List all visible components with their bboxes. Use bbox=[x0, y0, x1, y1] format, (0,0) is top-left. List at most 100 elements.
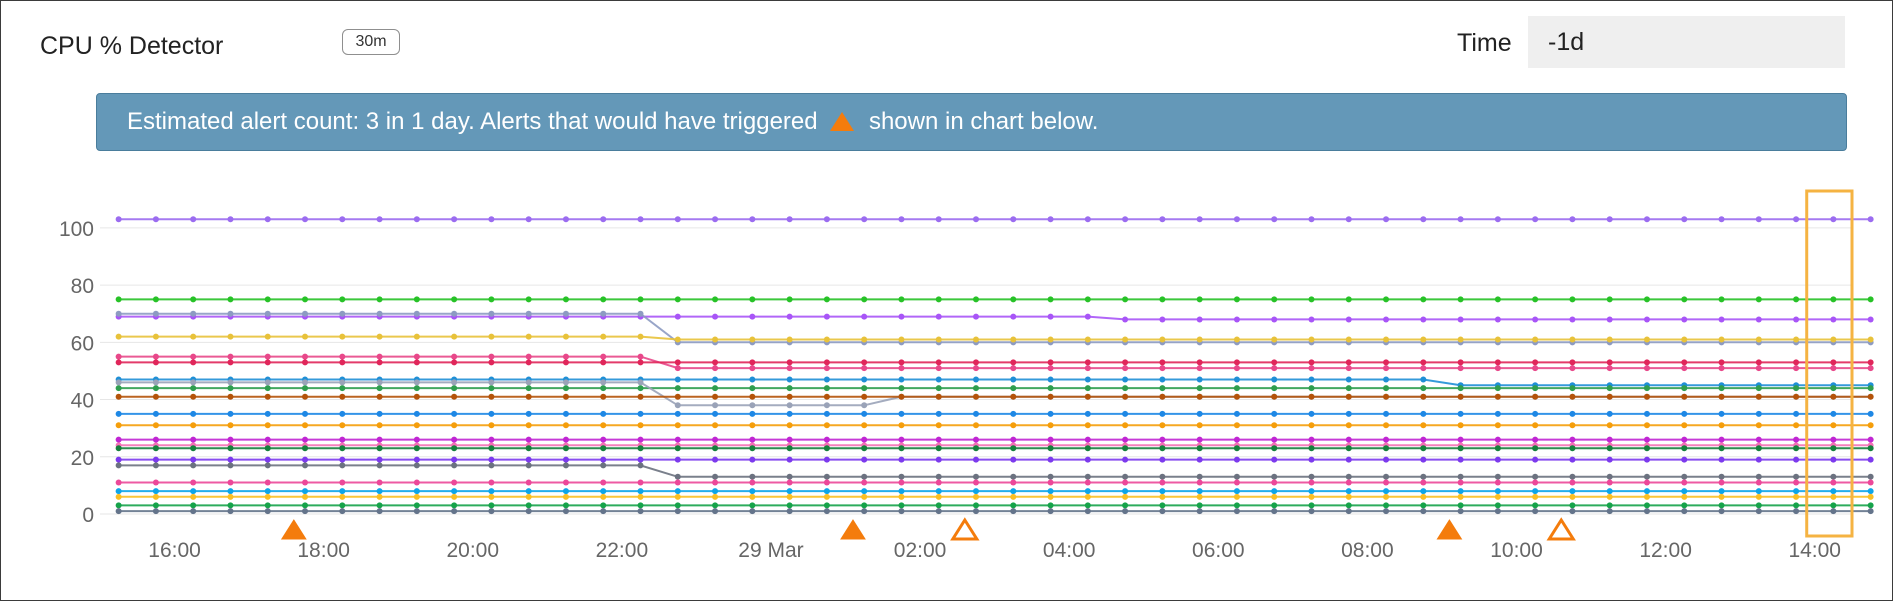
data-point bbox=[1010, 456, 1017, 463]
data-point bbox=[712, 479, 719, 486]
data-point bbox=[1420, 410, 1427, 417]
data-point bbox=[302, 445, 309, 452]
data-point bbox=[1532, 456, 1539, 463]
data-point bbox=[712, 359, 719, 366]
data-point bbox=[190, 479, 197, 486]
data-point bbox=[1047, 216, 1054, 223]
data-point bbox=[712, 385, 719, 392]
data-point bbox=[190, 493, 197, 500]
data-point bbox=[1345, 456, 1352, 463]
data-point bbox=[227, 493, 234, 500]
data-point bbox=[637, 502, 644, 509]
data-point bbox=[823, 385, 830, 392]
alert-triangle-outline-icon[interactable] bbox=[950, 517, 980, 541]
data-point bbox=[413, 296, 420, 303]
data-point bbox=[190, 385, 197, 392]
data-point bbox=[1383, 376, 1390, 383]
data-point bbox=[600, 296, 607, 303]
data-point bbox=[190, 410, 197, 417]
data-point bbox=[1084, 359, 1091, 366]
series-line bbox=[115, 410, 1874, 417]
data-point bbox=[898, 359, 905, 366]
data-point bbox=[1867, 479, 1874, 486]
alert-triangle-icon[interactable] bbox=[1436, 519, 1463, 540]
data-point bbox=[1196, 296, 1203, 303]
data-point bbox=[152, 462, 159, 469]
data-point bbox=[488, 353, 495, 360]
data-point bbox=[1830, 365, 1837, 372]
data-point bbox=[823, 422, 830, 429]
chart-series bbox=[115, 216, 1874, 515]
data-point bbox=[1457, 336, 1464, 343]
data-point bbox=[1383, 410, 1390, 417]
data-point bbox=[1271, 502, 1278, 509]
data-point bbox=[1532, 508, 1539, 515]
data-point bbox=[1159, 502, 1166, 509]
data-point bbox=[637, 216, 644, 223]
data-point bbox=[1793, 359, 1800, 366]
data-point bbox=[1830, 445, 1837, 452]
data-point bbox=[302, 508, 309, 515]
data-point bbox=[451, 359, 458, 366]
data-point bbox=[973, 359, 979, 366]
data-point bbox=[600, 393, 607, 400]
data-point bbox=[1345, 336, 1352, 343]
data-point bbox=[823, 493, 830, 500]
data-point bbox=[1755, 296, 1762, 303]
data-point bbox=[1122, 502, 1129, 509]
series-line bbox=[115, 333, 1874, 343]
alert-triangle-icon[interactable] bbox=[840, 519, 866, 540]
data-point bbox=[302, 393, 309, 400]
data-point bbox=[1271, 316, 1278, 323]
data-point bbox=[935, 456, 942, 463]
data-point bbox=[786, 402, 793, 409]
data-point bbox=[1457, 359, 1464, 366]
data-point bbox=[264, 296, 271, 303]
data-point bbox=[1755, 365, 1762, 372]
data-point bbox=[1830, 456, 1837, 463]
data-point bbox=[973, 445, 979, 452]
data-point bbox=[1569, 393, 1576, 400]
data-point bbox=[674, 359, 681, 366]
data-point bbox=[152, 333, 159, 340]
data-point bbox=[1494, 385, 1501, 392]
data-point bbox=[1420, 359, 1427, 366]
data-point bbox=[935, 502, 942, 509]
data-point bbox=[264, 488, 271, 495]
data-point bbox=[1867, 456, 1874, 463]
data-point bbox=[115, 393, 122, 400]
data-point bbox=[1867, 336, 1874, 343]
data-point bbox=[1532, 488, 1539, 495]
data-point bbox=[1532, 336, 1539, 343]
data-point bbox=[898, 216, 905, 223]
data-point bbox=[1047, 385, 1054, 392]
data-point bbox=[1755, 502, 1762, 509]
data-point bbox=[1345, 502, 1352, 509]
alert-triangle-icon[interactable] bbox=[280, 519, 307, 540]
data-point bbox=[115, 493, 122, 500]
data-point bbox=[190, 456, 197, 463]
data-point bbox=[1755, 410, 1762, 417]
data-point bbox=[302, 385, 309, 392]
data-point bbox=[1084, 502, 1091, 509]
alert-markers[interactable] bbox=[280, 517, 1576, 541]
data-point bbox=[1867, 488, 1874, 495]
data-point bbox=[339, 353, 346, 360]
data-point bbox=[1867, 385, 1874, 392]
data-point bbox=[823, 296, 830, 303]
data-point bbox=[190, 393, 197, 400]
window-badge[interactable]: 30m bbox=[342, 29, 400, 55]
data-point bbox=[1569, 216, 1576, 223]
time-range-input[interactable] bbox=[1528, 16, 1845, 68]
highlight-box[interactable] bbox=[1805, 189, 1854, 538]
data-point bbox=[1383, 445, 1390, 452]
data-point bbox=[115, 333, 122, 340]
data-point bbox=[823, 488, 830, 495]
series-path bbox=[118, 378, 1871, 387]
data-point bbox=[637, 410, 644, 417]
data-point bbox=[935, 385, 942, 392]
data-point bbox=[1606, 385, 1613, 392]
alert-triangle-outline-icon[interactable] bbox=[1546, 517, 1576, 541]
data-point bbox=[1606, 216, 1613, 223]
